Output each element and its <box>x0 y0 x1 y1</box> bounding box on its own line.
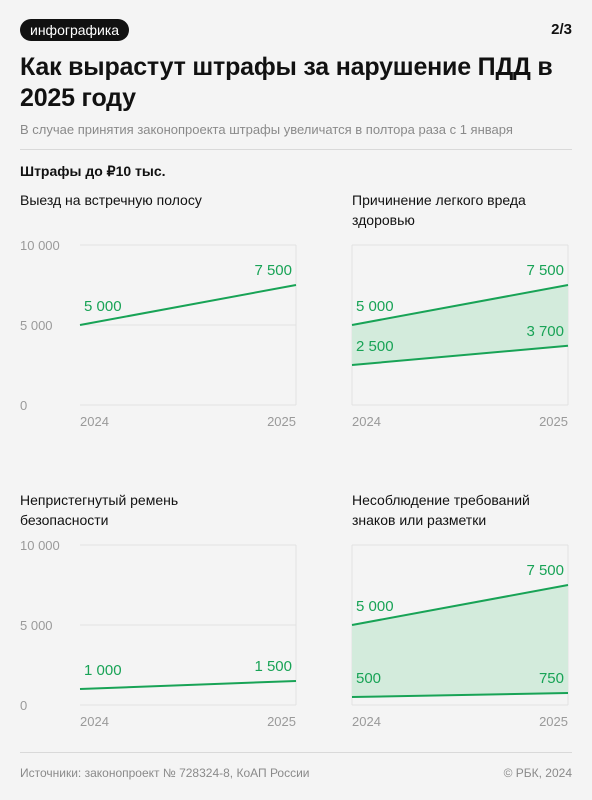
divider-top <box>20 149 572 150</box>
x-tick-label: 2024 <box>352 714 381 729</box>
data-label: 5 000 <box>356 598 394 615</box>
series-line <box>79 680 297 690</box>
y-tick-label: 5 000 <box>20 318 53 333</box>
divider-bottom <box>20 752 572 753</box>
data-label: 2 500 <box>356 338 394 355</box>
chart-title-signs-markings: Несоблюдение требований знаков или разме… <box>352 492 530 528</box>
x-tick-label: 2024 <box>352 414 381 429</box>
series-line <box>351 284 569 326</box>
data-label: 7 500 <box>526 562 564 579</box>
page-indicator: 2/3 <box>551 21 572 38</box>
data-label: 7 500 <box>526 262 564 279</box>
chart-title-light-injury: Причинение легкого вреда здоровью <box>352 192 526 228</box>
x-tick-label: 2024 <box>80 714 109 729</box>
data-label: 500 <box>356 670 381 687</box>
x-tick-label: 2025 <box>539 414 568 429</box>
page-title: Как вырастут штрафы за нарушение ПДД в 2… <box>20 53 553 112</box>
page-subtitle: В случае принятия законопроекта штрафы у… <box>20 122 513 137</box>
area-fill <box>352 585 568 697</box>
y-tick-label: 0 <box>20 398 27 413</box>
series-line <box>351 584 569 626</box>
data-label: 5 000 <box>84 298 122 315</box>
x-tick-label: 2025 <box>267 414 296 429</box>
category-tag: инфографика <box>20 19 130 41</box>
y-tick-label: 10 000 <box>20 238 60 253</box>
x-tick-label: 2025 <box>267 714 296 729</box>
data-label: 1 500 <box>254 658 292 675</box>
copyright-note: © РБК, 2024 <box>503 766 572 780</box>
area-fill <box>352 285 568 365</box>
data-label: 7 500 <box>254 262 292 279</box>
series-line <box>351 692 569 698</box>
data-label: 1 000 <box>84 662 122 679</box>
data-label: 5 000 <box>356 298 394 315</box>
data-label: 750 <box>539 670 564 687</box>
series-line <box>351 344 569 366</box>
data-label: 3 700 <box>526 323 564 340</box>
x-tick-label: 2024 <box>80 414 109 429</box>
series-line <box>79 284 297 326</box>
x-tick-label: 2025 <box>539 714 568 729</box>
y-tick-label: 10 000 <box>20 538 60 553</box>
y-tick-label: 0 <box>20 698 27 713</box>
chart-title-oncoming-lane: Выезд на встречную полосу <box>20 192 202 208</box>
y-tick-label: 5 000 <box>20 618 53 633</box>
section-title: Штрафы до ₽10 тыс. <box>20 163 166 179</box>
sources-note: Источники: законопроект № 728324-8, КоАП… <box>20 766 310 780</box>
chart-title-seatbelt: Непристегнутый ремень безопасности <box>20 492 179 528</box>
